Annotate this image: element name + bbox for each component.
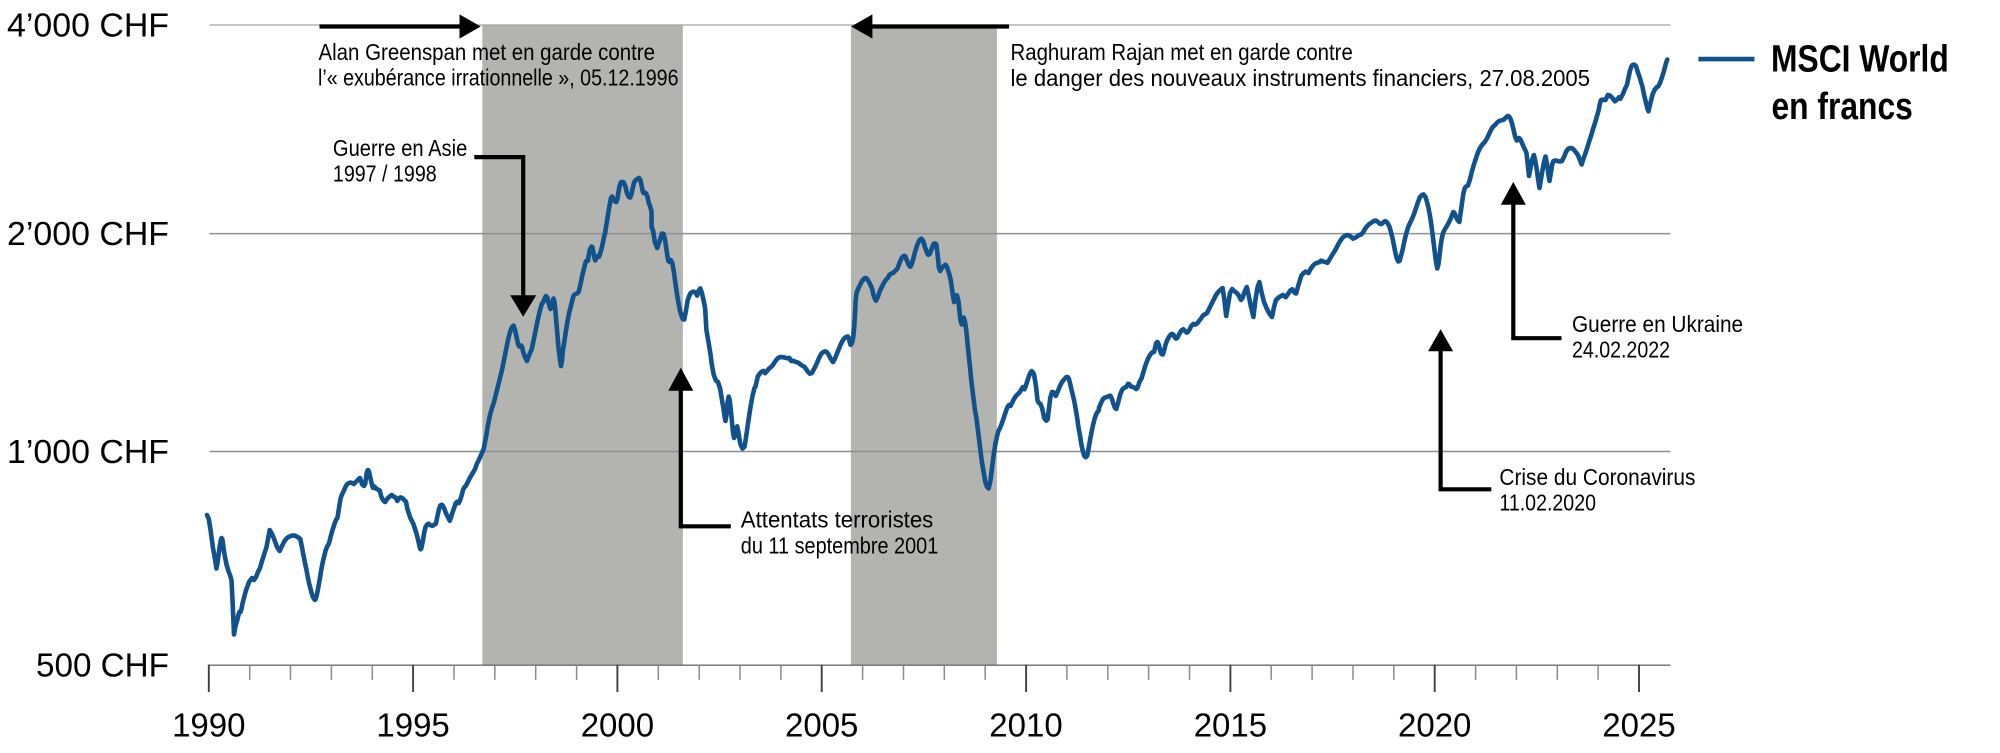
svg-text:2010: 2010 [989, 706, 1062, 743]
svg-text:1995: 1995 [376, 706, 449, 743]
svg-text:4’000 CHF: 4’000 CHF [7, 6, 169, 43]
svg-text:Raghuram Rajan met en garde co: Raghuram Rajan met en garde contre [1011, 39, 1353, 65]
svg-text:2015: 2015 [1194, 706, 1267, 743]
svg-text:1990: 1990 [172, 706, 245, 743]
svg-text:2’000 CHF: 2’000 CHF [7, 215, 169, 252]
svg-text:le danger des nouveaux instrum: le danger des nouveaux instruments finan… [1011, 65, 1591, 91]
svg-text:Attentats terroristes: Attentats terroristes [741, 507, 934, 533]
svg-text:1997 / 1998: 1997 / 1998 [333, 161, 437, 187]
svg-text:Crise du Coronavirus: Crise du Coronavirus [1499, 464, 1695, 490]
svg-text:en francs: en francs [1772, 86, 1913, 128]
svg-text:Guerre en Asie: Guerre en Asie [333, 135, 467, 161]
svg-text:2020: 2020 [1398, 706, 1471, 743]
svg-text:2025: 2025 [1602, 706, 1675, 743]
svg-text:11.02.2020: 11.02.2020 [1499, 490, 1596, 516]
svg-text:500 CHF: 500 CHF [36, 646, 169, 683]
svg-text:Guerre en Ukraine: Guerre en Ukraine [1572, 311, 1743, 337]
svg-text:2005: 2005 [785, 706, 858, 743]
svg-text:MSCI World: MSCI World [1771, 38, 1949, 80]
svg-text:du 11 septembre 2001: du 11 septembre 2001 [741, 532, 939, 558]
svg-text:1’000 CHF: 1’000 CHF [7, 433, 169, 470]
svg-text:2000: 2000 [581, 706, 654, 743]
svg-text:l’« exubérance irrationnelle »: l’« exubérance irrationnelle », 05.12.19… [318, 65, 679, 91]
svg-text:Alan Greenspan met en garde co: Alan Greenspan met en garde contre [319, 39, 656, 65]
svg-text:24.02.2022: 24.02.2022 [1572, 337, 1670, 363]
